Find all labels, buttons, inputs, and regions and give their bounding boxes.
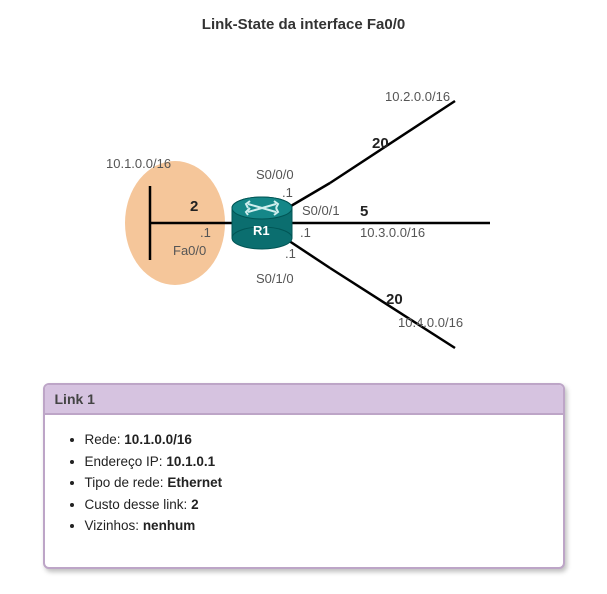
if-s001: S0/0/1	[302, 203, 340, 218]
info-row: Custo desse link: 2	[85, 494, 553, 516]
cost-fa00: 2	[190, 198, 198, 215]
router-label: R1	[253, 223, 270, 238]
cost-s000: 20	[372, 135, 389, 152]
if-fa00: Fa0/0	[173, 243, 206, 258]
info-row: Tipo de rede: Ethernet	[85, 472, 553, 494]
addr-s000: .1	[282, 185, 293, 200]
cost-s010: 20	[386, 291, 403, 308]
addr-fa00: .1	[200, 225, 211, 240]
info-row: Vizinhos: nenhum	[85, 515, 553, 537]
net-s001: 10.3.0.0/16	[360, 225, 425, 240]
if-s010: S0/1/0	[256, 271, 294, 286]
info-title: Link 1	[45, 385, 563, 415]
net-s000: 10.2.0.0/16	[385, 89, 450, 104]
page-title: Link-State da interface Fa0/0	[0, 0, 607, 33]
network-diagram: 10.1.0.0/16 2 .1 Fa0/0 S0/0/0 .1 20 10.2…	[0, 33, 607, 383]
cost-s001: 5	[360, 203, 368, 220]
info-row: Rede: 10.1.0.0/16	[85, 429, 553, 451]
net-fa00: 10.1.0.0/16	[106, 156, 171, 171]
if-s000: S0/0/0	[256, 167, 294, 182]
info-row: Endereço IP: 10.1.0.1	[85, 451, 553, 473]
addr-s001: .1	[300, 225, 311, 240]
info-body: Rede: 10.1.0.0/16 Endereço IP: 10.1.0.1 …	[45, 415, 563, 567]
link-info-panel: Link 1 Rede: 10.1.0.0/16 Endereço IP: 10…	[43, 383, 565, 569]
net-s010: 10.4.0.0/16	[398, 315, 463, 330]
addr-s010: .1	[285, 246, 296, 261]
